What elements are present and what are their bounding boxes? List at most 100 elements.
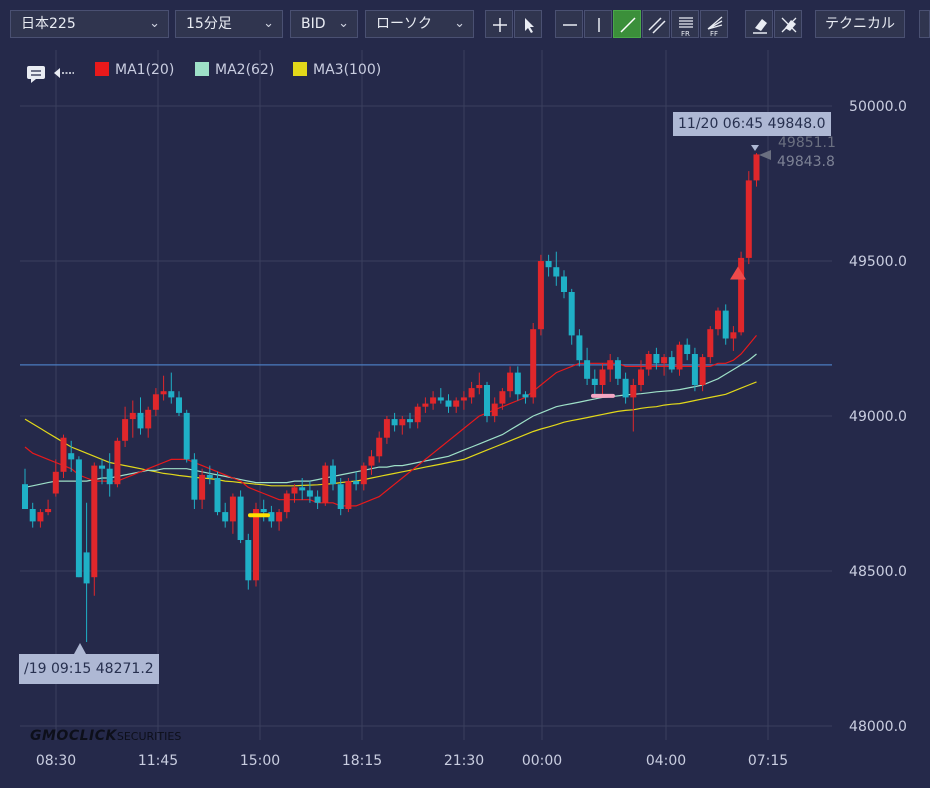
- down-candle: [29, 509, 36, 522]
- legend-item-ma2: MA2(62): [195, 60, 274, 80]
- up-candle: [753, 154, 760, 181]
- down-candle: [106, 468, 113, 485]
- up-candle: [491, 403, 498, 416]
- up-candle: [738, 257, 745, 333]
- x-tick-label: 18:15: [342, 753, 382, 769]
- up-candle: [368, 456, 375, 466]
- yellow-marker: [248, 513, 270, 518]
- up-candle: [345, 481, 352, 509]
- high-tag-pointer-icon: [751, 145, 759, 151]
- down-candle: [553, 267, 560, 277]
- fibonacci-retracement-tool-button[interactable]: FR: [671, 10, 699, 38]
- up-candle: [129, 412, 136, 420]
- legend-label: MA3(100): [313, 62, 382, 78]
- down-candle: [314, 496, 321, 503]
- technical-button[interactable]: テクニカル: [815, 10, 905, 38]
- timeframe-dropdown[interactable]: 15分足 ⌄: [175, 10, 283, 38]
- up-candle: [645, 354, 652, 370]
- down-candle: [75, 459, 82, 578]
- down-candle: [137, 412, 144, 429]
- pointer-tool-button[interactable]: [514, 10, 542, 38]
- down-candle: [407, 419, 413, 423]
- x-tick-label: 15:00: [240, 753, 280, 769]
- fibonacci-fan-tool-button[interactable]: FF: [700, 10, 728, 38]
- up-candle: [52, 471, 59, 494]
- horizontal-line-icon: [563, 24, 577, 26]
- up-candle: [376, 437, 383, 457]
- up-candle: [499, 391, 506, 404]
- down-candle: [437, 397, 444, 401]
- up-candle: [476, 385, 483, 389]
- chart-toolbar: 日本225 ⌄ 15分足 ⌄ BID ⌄ ローソク ⌄ FR FF テ: [0, 0, 930, 50]
- down-candle: [237, 496, 244, 540]
- horizontal-line-tool-button[interactable]: [555, 10, 583, 38]
- trend-line-tool-button[interactable]: [613, 10, 641, 38]
- down-candle: [22, 484, 28, 509]
- erase-all-icon: [781, 17, 797, 33]
- price-type-label: BID: [301, 16, 326, 32]
- legend-label: MA1(20): [115, 62, 175, 78]
- down-candle: [691, 354, 698, 385]
- price-type-dropdown[interactable]: BID ⌄: [290, 10, 358, 38]
- symbol-dropdown[interactable]: 日本225 ⌄: [10, 10, 169, 38]
- up-candle: [122, 419, 129, 441]
- down-candle: [176, 397, 182, 413]
- up-candle: [460, 397, 467, 401]
- crosshair-icon: [493, 18, 507, 32]
- legend-item-ma1: MA1(20): [95, 60, 174, 80]
- down-candle: [576, 335, 583, 361]
- current-price-partial-label: 49851.1: [778, 135, 836, 151]
- up-candle: [114, 440, 121, 485]
- up-candle: [468, 388, 475, 398]
- erase-all-tool-button[interactable]: [774, 10, 802, 38]
- current-price-label: 49843.8: [777, 154, 835, 170]
- up-candle: [145, 409, 152, 429]
- eraser-tool-button[interactable]: [745, 10, 773, 38]
- fibonacci-retracement-icon: FR: [679, 17, 693, 38]
- legend-item-ma3: MA3(100): [293, 60, 381, 80]
- down-candle: [568, 292, 575, 336]
- up-candle: [152, 394, 159, 410]
- up-candle: [630, 385, 637, 398]
- down-candle: [684, 344, 691, 354]
- chevron-down-icon: ⌄: [149, 16, 160, 31]
- x-tick-label: 21:30: [444, 753, 484, 769]
- chevron-down-icon: ⌄: [263, 16, 274, 31]
- timeframe-label: 15分足: [186, 16, 232, 32]
- comment-icon[interactable]: [26, 65, 48, 83]
- y-tick-label: 49000.0: [849, 409, 907, 425]
- collapse-legend-icon[interactable]: [53, 66, 75, 80]
- chart-type-dropdown[interactable]: ローソク ⌄: [365, 10, 474, 38]
- pink-marker: [591, 393, 615, 398]
- channel-line-tool-button[interactable]: [642, 10, 670, 38]
- legend-swatch: [293, 62, 307, 76]
- down-candle: [168, 391, 175, 398]
- up-candle: [360, 465, 367, 485]
- x-tick-label: 00:00: [522, 753, 562, 769]
- up-candle: [60, 437, 67, 472]
- down-candle: [653, 354, 660, 364]
- down-candle: [206, 474, 213, 478]
- down-candle: [545, 261, 552, 268]
- chevron-down-icon: ⌄: [338, 16, 349, 31]
- down-candle: [214, 478, 221, 513]
- up-candle: [383, 419, 390, 438]
- up-candle: [599, 369, 606, 385]
- down-candle: [83, 552, 90, 584]
- ma1-line: [24, 335, 757, 507]
- down-candle: [514, 372, 521, 395]
- vertical-line-icon: [598, 18, 600, 32]
- crosshair-tool-button[interactable]: [485, 10, 513, 38]
- up-candle: [399, 419, 406, 426]
- up-candle: [253, 509, 259, 581]
- down-candle: [183, 412, 190, 460]
- vertical-line-tool-button[interactable]: [584, 10, 612, 38]
- down-candle: [222, 512, 229, 522]
- up-candle: [707, 329, 714, 358]
- down-candle: [260, 509, 267, 513]
- up-candle: [638, 369, 644, 385]
- up-candle: [37, 512, 44, 522]
- down-candle: [99, 465, 105, 469]
- up-candle: [414, 406, 421, 423]
